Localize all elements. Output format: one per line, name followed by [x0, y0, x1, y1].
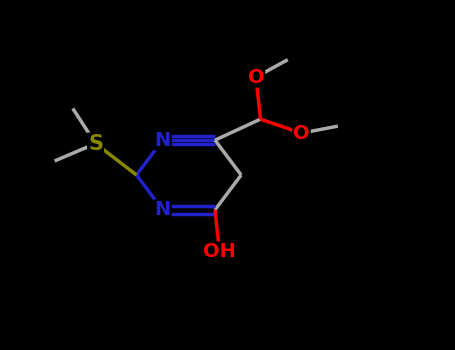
Text: N: N	[155, 131, 171, 150]
Text: O: O	[293, 124, 310, 143]
Text: N: N	[155, 200, 171, 219]
Text: O: O	[248, 68, 264, 87]
Text: S: S	[88, 133, 103, 154]
Text: OH: OH	[203, 242, 236, 261]
